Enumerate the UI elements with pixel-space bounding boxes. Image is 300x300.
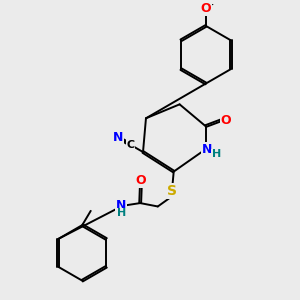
Text: S: S — [167, 184, 177, 198]
Text: N: N — [113, 131, 124, 144]
Text: N: N — [202, 143, 212, 156]
Text: N: N — [116, 199, 126, 212]
Text: C: C — [126, 140, 134, 150]
Text: O: O — [136, 174, 146, 187]
Text: O: O — [220, 113, 231, 127]
Text: O: O — [201, 2, 211, 16]
Text: H: H — [212, 149, 221, 159]
Text: H: H — [117, 208, 126, 218]
